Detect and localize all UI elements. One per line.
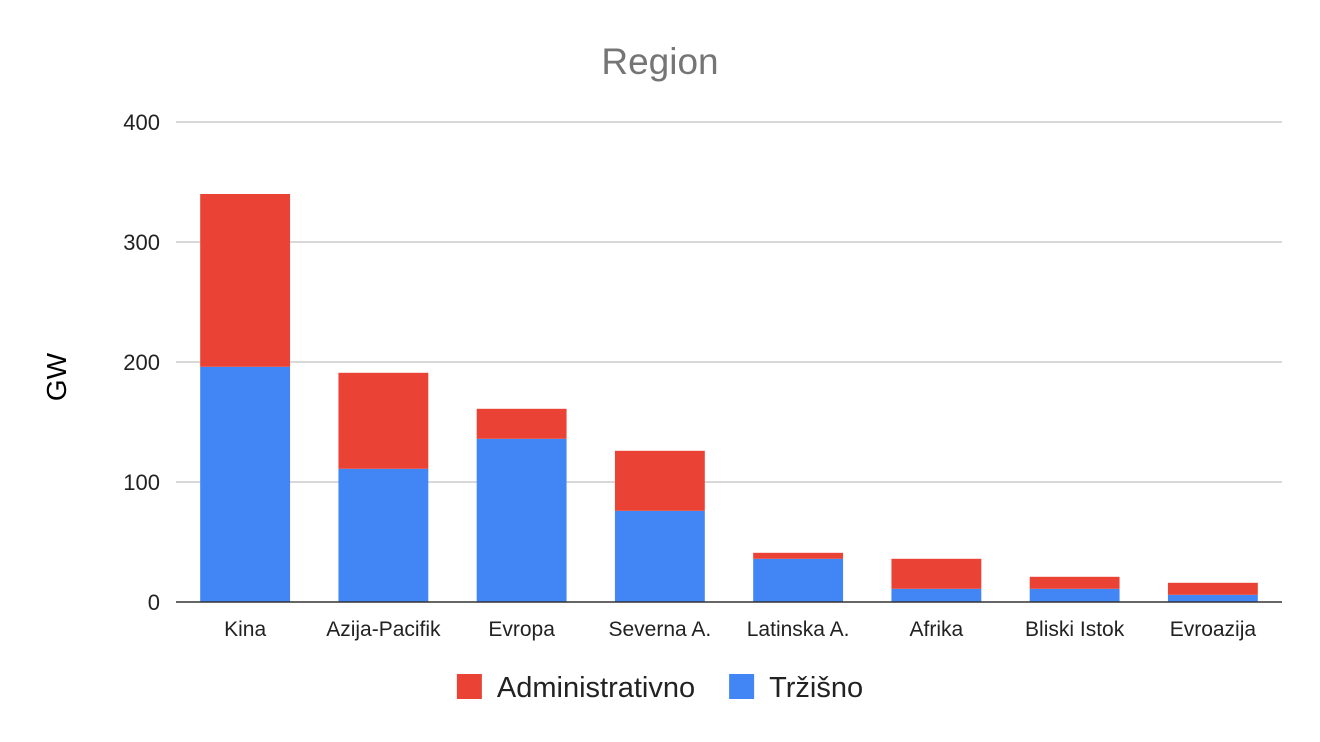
x-tick-label: Severna A.: [609, 618, 712, 641]
bar-segment: [891, 588, 982, 602]
legend-swatch: [456, 674, 482, 699]
bar-segment: [1029, 576, 1120, 589]
x-tick-label: Bliski Istok: [1025, 618, 1125, 641]
bar-segment: [1029, 588, 1120, 602]
y-tick-label: 200: [123, 350, 160, 375]
y-axis-label: GW: [41, 352, 72, 401]
bar-segment: [338, 372, 429, 469]
bar-segment: [200, 194, 291, 367]
gridlines: [176, 121, 1282, 483]
legend: Administrativno Tržišno: [456, 672, 863, 704]
x-tick-label: Evropa: [488, 618, 555, 641]
y-tick-labels: 0 100 200 300 400: [123, 110, 160, 615]
x-tick-labels: Kina Azija-Pacifik Evropa Severna A. Latinsk…: [224, 618, 1256, 641]
bar-segment: [614, 510, 705, 602]
y-tick-label: 300: [123, 230, 160, 255]
bar-segment: [1167, 594, 1258, 602]
legend-swatch: [729, 674, 755, 699]
x-tick-label: Kina: [224, 618, 266, 641]
bar-segment: [200, 366, 291, 602]
y-tick-label: 100: [123, 470, 160, 495]
x-tick-label: Latinska A.: [747, 618, 850, 641]
legend-label: Tržišno: [769, 672, 863, 704]
bar-segment: [476, 408, 567, 439]
bar-segment: [338, 468, 429, 602]
bar-segment: [614, 450, 705, 511]
x-tick-label: Afrika: [910, 618, 964, 641]
bars: [200, 194, 1258, 602]
bar-segment: [753, 552, 844, 559]
bar-segment: [1167, 582, 1258, 595]
x-tick-label: Azija-Pacifik: [326, 618, 441, 641]
bar-segment: [753, 558, 844, 602]
x-tick-label: Evroazija: [1170, 618, 1257, 641]
bar-segment: [476, 438, 567, 602]
chart-title: Region: [601, 41, 718, 82]
y-tick-label: 400: [123, 110, 160, 135]
legend-label: Administrativno: [497, 672, 695, 704]
y-tick-label: 0: [148, 590, 160, 615]
bar-segment: [891, 558, 982, 589]
